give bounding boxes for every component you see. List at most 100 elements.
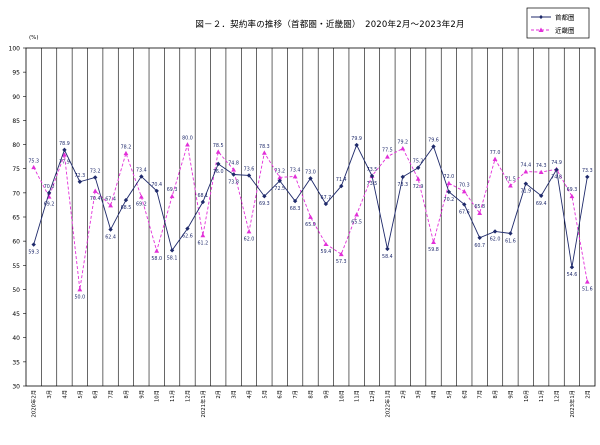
data-label: 75.3 [28, 158, 39, 164]
y-tick-label: 60 [12, 239, 20, 246]
data-label: 79.9 [351, 136, 362, 142]
data-point [246, 229, 252, 234]
x-tick-label: 10月 [154, 390, 161, 402]
data-label: 69.3 [259, 201, 270, 207]
data-label: 58.0 [151, 256, 162, 262]
data-point [185, 226, 190, 231]
data-point [185, 142, 190, 147]
x-tick-label: 2022年1月 [383, 390, 391, 417]
data-label: 59.3 [28, 250, 39, 256]
legend-label: 首都圏 [555, 13, 575, 22]
data-point [585, 174, 590, 180]
data-label: 59.8 [428, 247, 439, 253]
data-label: 72.0 [444, 174, 455, 180]
x-tick-label: 5月 [446, 390, 453, 399]
data-point [523, 181, 528, 186]
data-label: 76.0 [213, 169, 224, 175]
legend-marker [538, 27, 544, 32]
data-point [292, 174, 298, 179]
x-tick-label: 2020年2月 [30, 390, 38, 417]
data-label: 69.2 [136, 202, 147, 208]
data-label: 50.0 [74, 294, 85, 300]
x-tick-label: 8月 [123, 390, 130, 399]
data-label: 71.9 [520, 189, 531, 195]
data-label: 65.5 [351, 220, 362, 226]
y-tick-label: 35 [12, 359, 20, 366]
x-tick-label: 9月 [507, 390, 514, 399]
data-label: 70.4 [151, 182, 162, 188]
x-tick-label: 9月 [323, 390, 330, 399]
data-label: 51.6 [582, 287, 593, 293]
data-point [369, 173, 375, 179]
data-label: 68.1 [198, 193, 209, 199]
data-label: 70.0 [44, 184, 55, 190]
x-tick-label: 2月 [215, 390, 222, 399]
data-point [77, 287, 83, 292]
data-label: 62.4 [105, 235, 116, 241]
x-tick-label: 3月 [415, 390, 422, 399]
data-label: 57.3 [336, 259, 347, 265]
data-point [231, 167, 237, 172]
data-label: 58.4 [382, 254, 393, 260]
series-shutoken [31, 142, 590, 270]
data-point [354, 212, 360, 217]
data-label: 72.9 [413, 184, 424, 190]
data-point [46, 190, 52, 196]
data-point [308, 176, 313, 181]
data-label: 69.2 [44, 202, 55, 208]
x-tick-label: 4月 [246, 390, 253, 399]
data-label: 65.0 [305, 222, 316, 228]
y-tick-label: 45 [12, 311, 20, 318]
data-label: 73.0 [305, 169, 316, 175]
y-tick-label: 50 [12, 287, 20, 294]
data-point [62, 147, 67, 153]
y-axis: 30 35 40 45 50 55 60 65 70 75 80 85 90 95 100 (%) [9, 35, 39, 391]
data-labels: 59.3 75.3 70.0 69.2 78.9 77.9 72.3 50.0 73.2 70.4… [28, 136, 592, 301]
data-point [538, 169, 544, 175]
data-point [462, 202, 467, 207]
data-point [308, 214, 313, 219]
data-label: 73.8 [228, 180, 239, 186]
y-tick-label: 80 [12, 142, 20, 149]
data-point [508, 183, 513, 188]
x-axis: 2020年2月 3月 4月 5月 6月 7月 8月 9月 10月 11月 12月 2021年1月 2月 3… [30, 390, 592, 417]
data-label: 74.9 [551, 160, 562, 166]
data-label: 54.6 [567, 272, 578, 278]
x-tick-label: 8月 [492, 390, 499, 399]
data-label: 75.2 [413, 159, 424, 165]
data-point [431, 239, 436, 245]
data-point [139, 174, 144, 179]
x-tick-label: 2月 [584, 390, 591, 399]
data-point [385, 246, 390, 252]
data-point [538, 193, 544, 198]
data-label: 78.5 [213, 143, 224, 149]
data-point [338, 251, 344, 257]
data-label: 70.3 [459, 182, 470, 188]
x-tick-label: 7月 [477, 390, 484, 399]
x-tick-label: 5月 [261, 390, 268, 399]
data-label: 72.5 [274, 186, 285, 192]
data-point [569, 265, 575, 270]
gridlines [41, 48, 580, 386]
data-label: 69.4 [536, 201, 547, 207]
data-label: 67.7 [321, 195, 332, 201]
legend-marker [539, 15, 543, 19]
data-point [169, 193, 175, 199]
data-point [77, 179, 83, 184]
x-tick-label: 6月 [277, 390, 284, 399]
data-point [569, 193, 575, 199]
x-tick-label: 6月 [92, 390, 99, 399]
data-point [354, 142, 359, 148]
legend-box [526, 7, 590, 39]
data-label: 61.2 [198, 240, 209, 246]
data-label: 67.4 [105, 196, 116, 202]
data-label: 72.3 [74, 173, 85, 179]
data-label: 69.3 [167, 187, 178, 193]
data-point [554, 167, 559, 172]
data-label: 59.4 [321, 249, 332, 255]
data-point [277, 178, 282, 183]
data-point [415, 165, 421, 170]
data-point [292, 198, 298, 204]
x-tick-label: 5月 [77, 390, 84, 399]
